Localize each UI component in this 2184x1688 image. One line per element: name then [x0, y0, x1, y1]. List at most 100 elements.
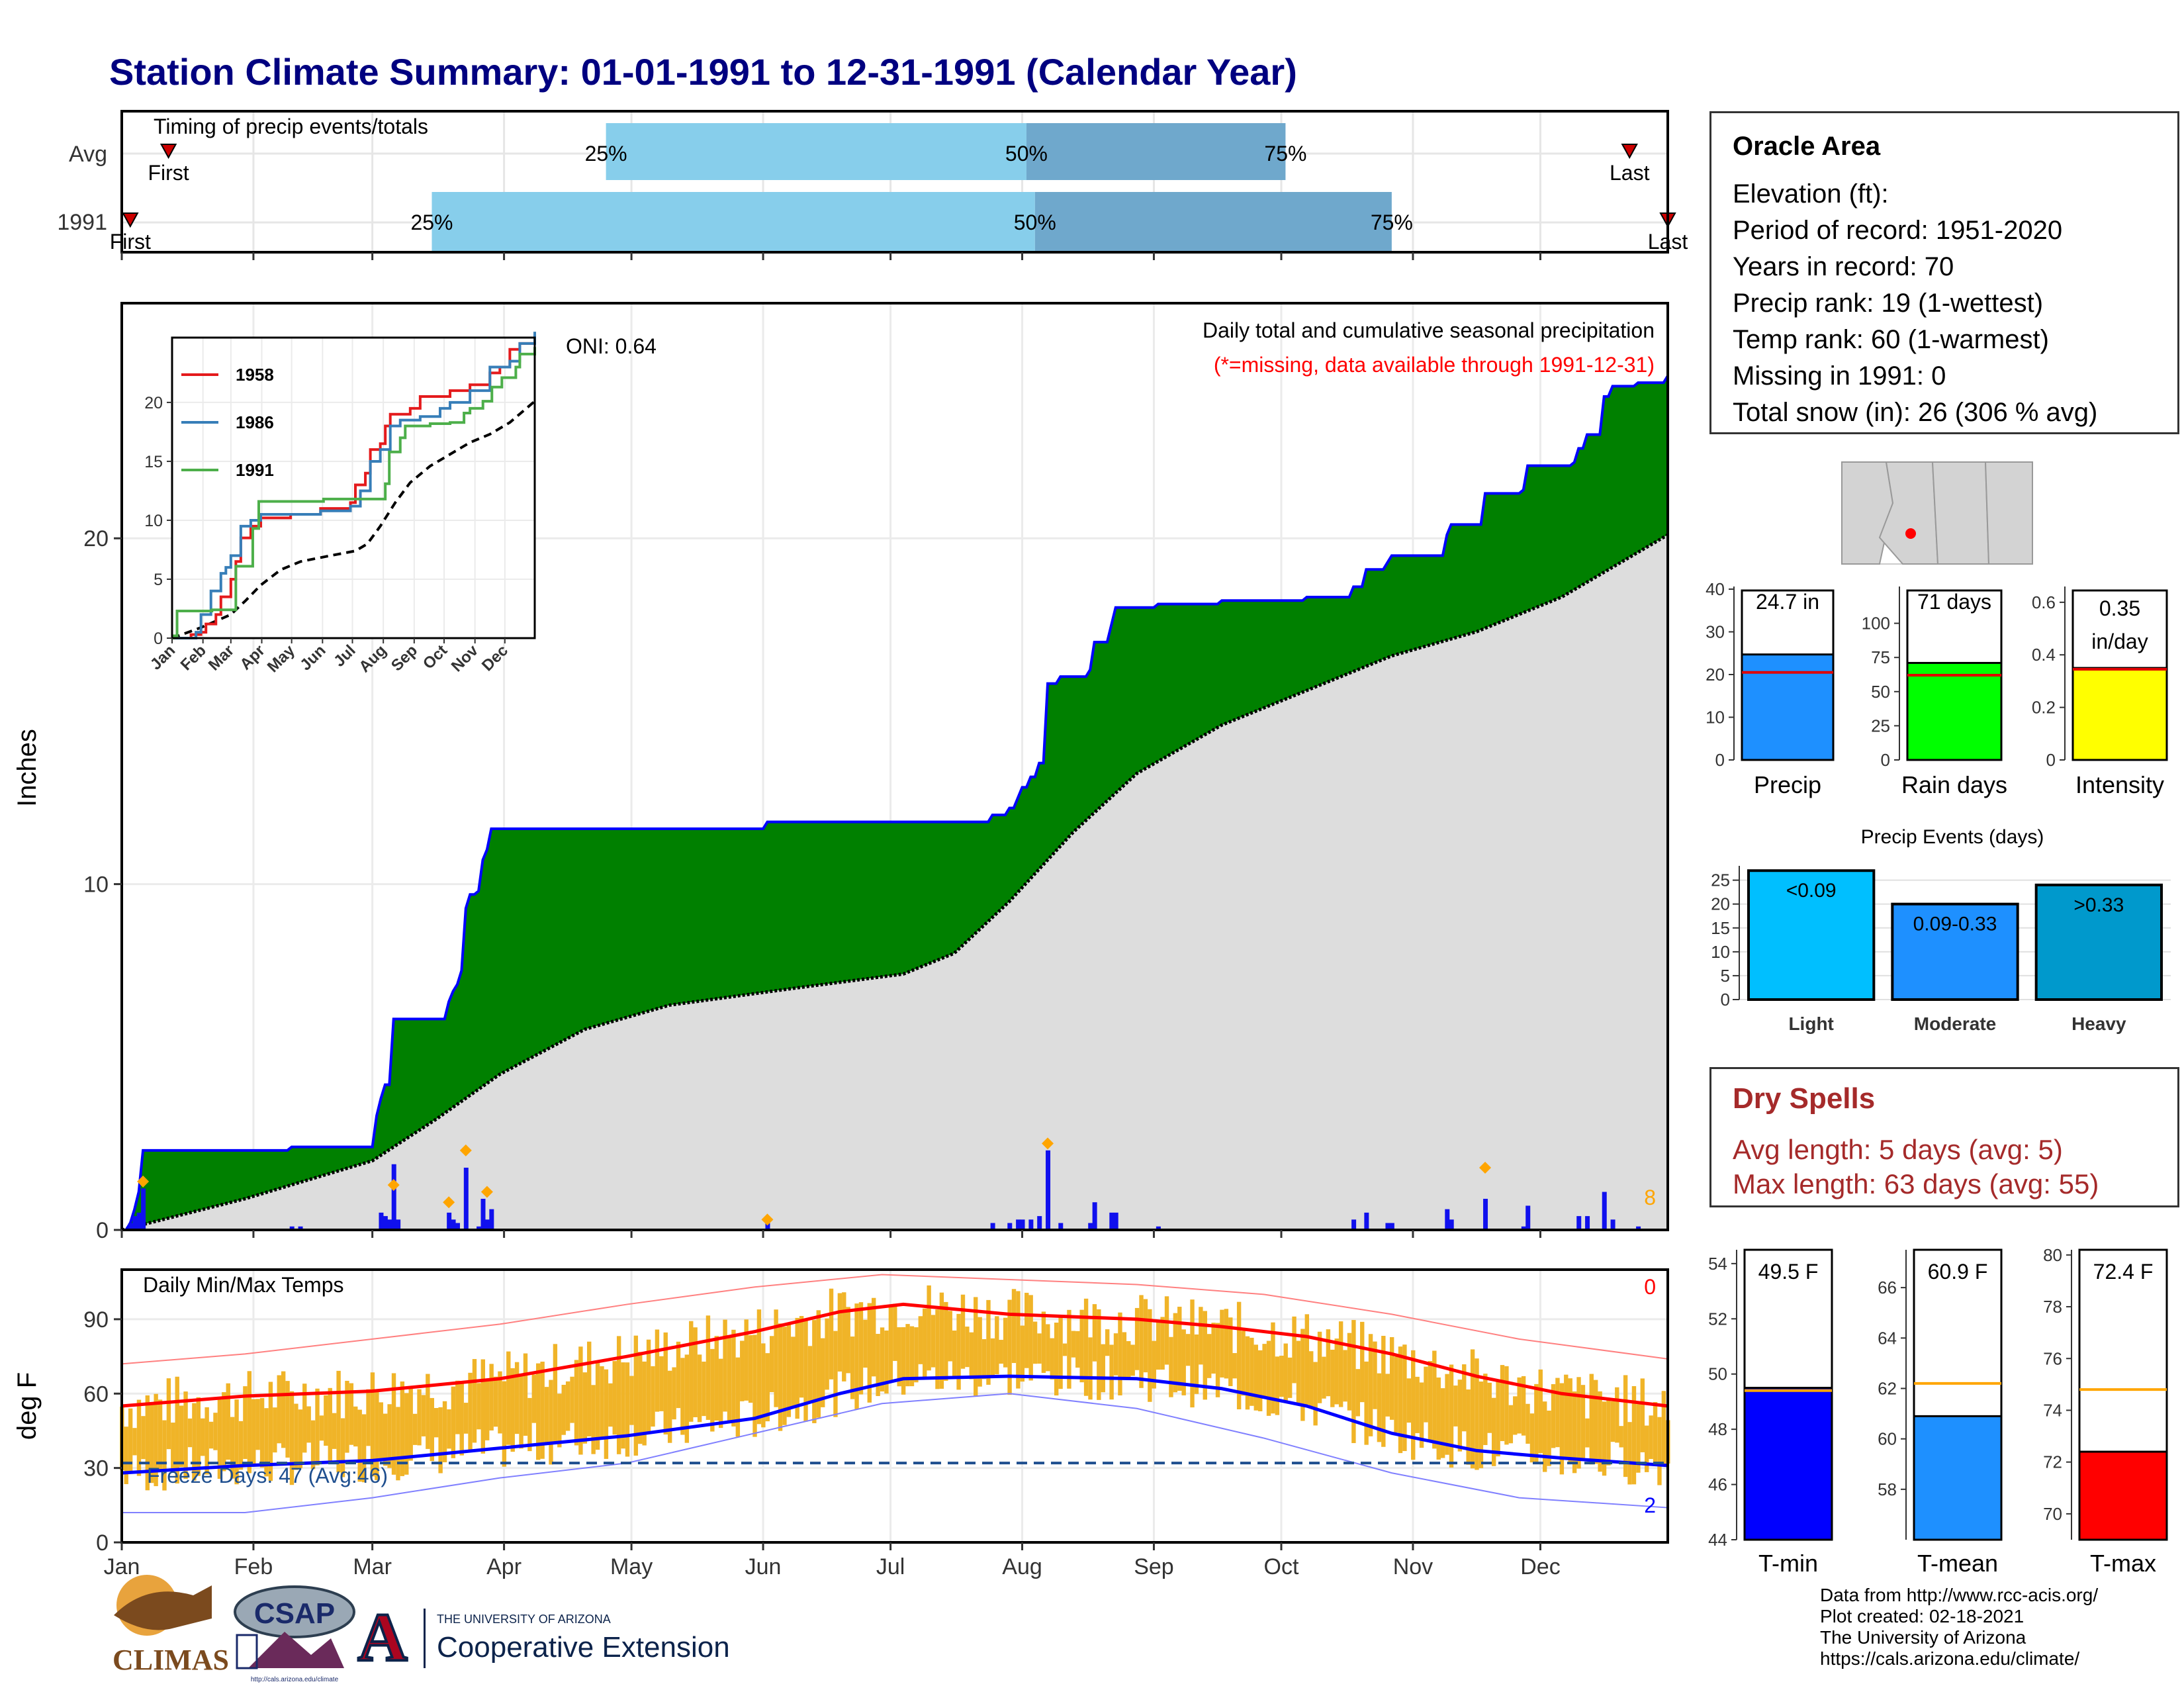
precip-normal-line [121, 533, 1669, 1232]
temp-daily-bar-153 [765, 1353, 770, 1422]
temp-daily-bar-228 [1083, 1298, 1089, 1396]
temp-daily-bar-100 [540, 1361, 545, 1459]
precip-daily-bar-20 [990, 1223, 995, 1230]
temp-summary-value-label-1: 60.9 F [1928, 1260, 1988, 1284]
timing-frame [120, 110, 1669, 254]
credits: Data from http://www.rcc-acis.org/ Plot … [1820, 1585, 2098, 1669]
temp-summary-ytick-label-2-4: 78 [2043, 1297, 2062, 1317]
temp-daily-bar-129 [663, 1332, 668, 1435]
temp-daily-bar-282 [1313, 1362, 1318, 1426]
temp-y-axis: 0 30 60 90 [83, 1307, 122, 1556]
temp-daily-bar-23 [213, 1413, 218, 1450]
month-label-sep: Sep [1134, 1554, 1174, 1579]
events-category-label-moderate: Moderate [1914, 1013, 1996, 1034]
temp-daily-bar-300 [1389, 1336, 1394, 1420]
temp-daily-bar-272 [1271, 1322, 1275, 1414]
mini-bar-category-label-2: Intensity [2075, 771, 2164, 798]
temp-daily-bar-362 [1653, 1402, 1658, 1466]
temp-daily-bar-332 [1525, 1403, 1530, 1444]
month-label-mar: Mar [353, 1554, 392, 1579]
precip-daily-bar-43 [1585, 1216, 1590, 1230]
temp-daily-bar-46 [310, 1420, 316, 1470]
temp-daily-bar-204 [981, 1339, 987, 1380]
inset-legend-label-1958: 1958 [236, 365, 274, 385]
precip-title-line1: Daily total and cumulative seasonal prec… [1203, 318, 1655, 342]
temp-daily-bar-301 [1394, 1356, 1398, 1433]
temp-summary-bar-2 [2078, 1450, 2168, 1541]
temp-daily-bar-215 [1028, 1295, 1033, 1381]
temp-summary-bar-1 [1913, 1415, 2003, 1541]
temp-summary-ytick-label-1-0: 58 [1878, 1479, 1897, 1499]
temp-summary-ytick-label-1-4: 66 [1878, 1278, 1897, 1297]
temp-daily-bar-351 [1606, 1399, 1611, 1466]
temp-summary-value-label-0: 49.5 F [1758, 1260, 1819, 1284]
temp-daily-bar-55 [349, 1383, 354, 1445]
temp-daily-bar-121 [629, 1376, 634, 1425]
temp-daily-bar-293 [1360, 1321, 1365, 1403]
events-ytick-label-3: 15 [1711, 918, 1730, 938]
temp-daily-bar-363 [1657, 1417, 1662, 1485]
station-temp-rank: Temp rank: 60 (1-warmest) [1733, 325, 2049, 354]
ua-letter-logo: A [357, 1599, 407, 1675]
temp-daily-bar-279 [1300, 1329, 1305, 1421]
month-label-apr: Apr [486, 1554, 522, 1579]
events-category-label-light: Light [1788, 1013, 1833, 1034]
temp-summary-ytick-label-2-3: 76 [2043, 1348, 2062, 1368]
temp-daily-bar-240 [1134, 1307, 1140, 1370]
temp-daily-bar-312 [1440, 1388, 1445, 1458]
precip-daily-bar-9 [391, 1164, 396, 1230]
temp-daily-bar-145 [731, 1329, 736, 1427]
temp-daily-bar-74 [430, 1397, 434, 1462]
temp-daily-bar-8 [150, 1403, 154, 1483]
temp-daily-bar-57 [357, 1409, 362, 1482]
temp-daily-bar-122 [633, 1335, 639, 1456]
temp-daily-bar-164 [812, 1320, 817, 1423]
temp-daily-bar-26 [226, 1383, 230, 1460]
temp-daily-bar-118 [616, 1336, 621, 1454]
temp-daily-bar-3 [128, 1408, 133, 1472]
temp-daily-bar-67 [400, 1381, 405, 1476]
precip-daily-bar-13 [455, 1223, 460, 1230]
month-label-may: May [610, 1554, 653, 1579]
temp-daily-bar-303 [1402, 1344, 1407, 1452]
temp-daily-bar-25 [222, 1392, 226, 1472]
temp-daily-bar-97 [527, 1397, 532, 1452]
temp-daily-bar-239 [1130, 1344, 1135, 1376]
temp-daily-bar-310 [1432, 1350, 1437, 1449]
precip-daily-bar-8 [387, 1219, 392, 1230]
temp-daily-bar-268 [1253, 1344, 1258, 1411]
precip-event-marker-5 [761, 1213, 774, 1226]
temp-daily-bar-252 [1185, 1334, 1191, 1366]
precip-daily-bar-18 [489, 1209, 494, 1230]
temp-summary-ytick-label-0-2: 48 [1708, 1419, 1727, 1439]
temp-daily-bar-199 [960, 1294, 966, 1369]
temp-daily-bar-72 [421, 1395, 426, 1436]
temp-record-max-line [121, 1274, 1668, 1365]
temp-daily-bar-177 [867, 1303, 872, 1403]
temp-daily-bar-201 [969, 1332, 974, 1380]
precip-daily-bar-10 [396, 1219, 401, 1230]
temp-daily-bar-45 [306, 1406, 311, 1443]
temp-daily-bar-27 [230, 1417, 235, 1479]
temp-daily-bar-62 [379, 1402, 383, 1460]
temp-daily-bar-73 [426, 1374, 430, 1449]
temp-daily-bar-61 [375, 1391, 379, 1480]
inset-lines [171, 332, 536, 639]
temp-daily-bar-260 [1220, 1309, 1224, 1378]
temp-daily-bar-221 [1054, 1323, 1059, 1396]
locator-map [1841, 461, 2033, 565]
temp-daily-bar-69 [408, 1388, 413, 1461]
events-bar-heavy [2034, 883, 2163, 1002]
temp-normal-min-line [121, 1374, 1668, 1475]
events-bar-label-light: <0.09 [1786, 880, 1837, 902]
temp-daily-bar-339 [1555, 1378, 1560, 1448]
temp-daily-bar-270 [1262, 1344, 1267, 1398]
temp-daily-bar-350 [1602, 1401, 1607, 1476]
temp-daily-bar-213 [1020, 1325, 1025, 1382]
map-state-texas [1984, 461, 2033, 565]
temp-frame [120, 1268, 1669, 1544]
temp-daily-bar-305 [1411, 1350, 1416, 1460]
temp-daily-bar-238 [1126, 1340, 1131, 1379]
temp-daily-bar-151 [756, 1309, 762, 1425]
temp-summary-ytick-label-2-0: 70 [2043, 1504, 2062, 1524]
